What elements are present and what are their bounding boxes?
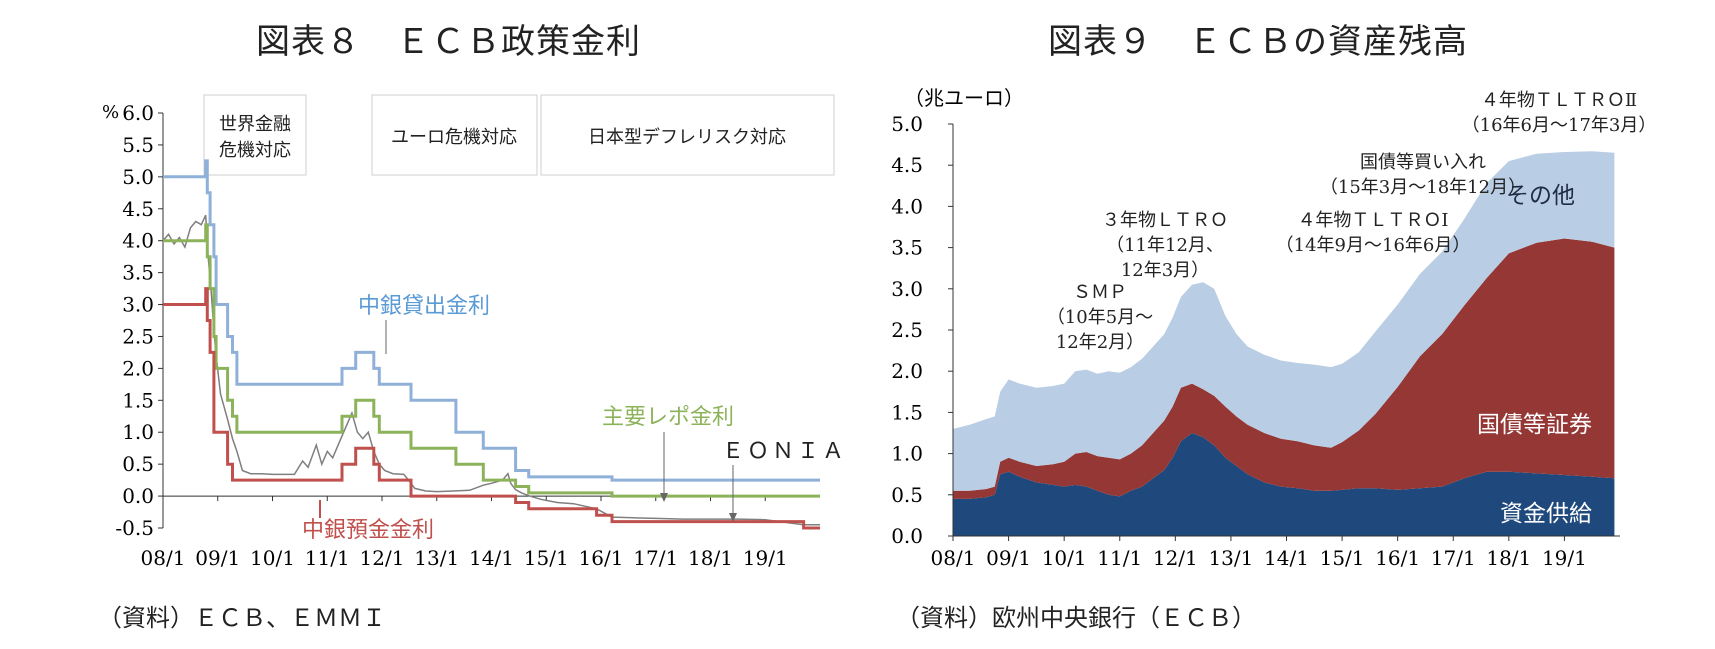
- series-line-lending: [163, 159, 820, 482]
- y-tick-label: 3.0: [891, 277, 923, 301]
- y-tick-label: 4.5: [891, 153, 923, 177]
- x-tick-label: 13/1: [1208, 546, 1253, 570]
- x-tick-label: 09/1: [195, 546, 240, 570]
- annotation-eonia: ＥＯＮＩＡ: [722, 439, 847, 464]
- annotation-ltro-3y: （11年12月、: [1106, 235, 1224, 256]
- x-tick-label: 14/1: [469, 546, 514, 570]
- series-label-other: その他: [1506, 183, 1575, 209]
- annotation-repo-rate: 主要レポ金利: [602, 405, 734, 430]
- phase-label-gfc: 危機対応: [219, 140, 291, 161]
- annotation-smp: ＳＭＰ: [1073, 282, 1127, 303]
- y-tick-label: 0.5: [891, 483, 923, 507]
- area-securities: [953, 238, 1615, 499]
- annotation-tltro-2: ４年物ＴＬＴＲＯⅡ: [1481, 90, 1637, 111]
- x-tick-label: 08/1: [141, 546, 186, 570]
- x-tick-label: 11/1: [1097, 546, 1142, 570]
- y-tick-label: 4.0: [122, 229, 154, 253]
- y-tick-label: 2.5: [122, 324, 154, 348]
- x-tick-label: 10/1: [250, 546, 295, 570]
- phase-label-euro-crisis: ユーロ危機対応: [391, 127, 517, 148]
- y-unit-label: %: [102, 102, 119, 123]
- y-tick-label: 1.0: [891, 442, 923, 466]
- x-tick-label: 15/1: [1320, 546, 1365, 570]
- annotation-deposit-rate: 中銀預金金利: [302, 518, 434, 543]
- annotation-tltro-2: （16年6月～17年3月）: [1462, 115, 1657, 136]
- y-unit-label: （兆ユーロ）: [904, 86, 1024, 110]
- y-tick-label: 2.0: [122, 356, 154, 380]
- y-tick-label: 3.5: [122, 261, 154, 285]
- y-tick-label: 2.5: [891, 318, 923, 342]
- y-tick-label: 2.0: [891, 359, 923, 383]
- series-label-funding-supply: 資金供給: [1500, 501, 1592, 527]
- annotation-tltro-1: ４年物ＴＬＴＲＯⅠ: [1297, 210, 1448, 231]
- x-tick-label: 10/1: [1042, 546, 1087, 570]
- phase-box-deflation-risk: [540, 94, 835, 176]
- x-tick-label: 16/1: [579, 546, 624, 570]
- x-tick-label: 15/1: [524, 546, 569, 570]
- y-tick-label: 1.5: [891, 400, 923, 424]
- x-tick-label: 08/1: [931, 546, 976, 570]
- x-tick-label: 12/1: [1153, 546, 1198, 570]
- annotation-lending-rate: 中銀貸出金利: [358, 294, 490, 319]
- annotation-eonia-arrowhead: [729, 513, 737, 522]
- y-tick-label: 6.0: [122, 101, 154, 125]
- y-tick-label: 5.0: [122, 165, 154, 189]
- y-tick-label: -0.5: [115, 516, 154, 540]
- y-tick-label: 5.0: [891, 112, 923, 136]
- series-line-repo: [163, 223, 820, 498]
- phase-label-gfc: 世界金融: [219, 114, 291, 135]
- series-line-deposit: [163, 287, 820, 530]
- series-label-securities: 国債等証券: [1477, 412, 1592, 438]
- y-tick-label: 0.5: [122, 452, 154, 476]
- annotation-ltro-3y: ３年物ＬＴＲＯ: [1102, 210, 1228, 231]
- x-tick-label: 09/1: [986, 546, 1031, 570]
- x-tick-label: 17/1: [1431, 546, 1476, 570]
- x-tick-label: 19/1: [743, 546, 788, 570]
- x-tick-label: 12/1: [360, 546, 405, 570]
- annotation-smp: 12年2月）: [1056, 332, 1144, 353]
- annotation-smp: （10年5月～: [1047, 307, 1153, 328]
- y-tick-label: 0.0: [122, 484, 154, 508]
- x-tick-label: 11/1: [305, 546, 350, 570]
- right-chart-title: 図表９ ＥＣＢの資産残高: [1048, 22, 1468, 62]
- y-tick-label: 5.5: [122, 133, 154, 157]
- annotation-repo-arrowhead: [660, 493, 668, 502]
- left-chart-title: 図表８ ＥＣＢ政策金利: [256, 22, 641, 62]
- right-source-note: （資料）欧州中央銀行（ＥＣＢ）: [896, 604, 1256, 632]
- x-tick-label: 14/1: [1264, 546, 1309, 570]
- annotation-tltro-1: （14年9月～16年6月）: [1276, 235, 1471, 256]
- phase-box-euro-crisis: [371, 94, 538, 176]
- y-tick-label: 4.5: [122, 197, 154, 221]
- x-tick-label: 18/1: [688, 546, 733, 570]
- phase-box-gfc: [203, 94, 307, 176]
- y-tick-label: 3.5: [891, 236, 923, 260]
- area-other: [953, 151, 1615, 491]
- annotation-ltro-3y: 12年3月）: [1121, 260, 1209, 281]
- phase-label-deflation-risk: 日本型デフレリスク対応: [588, 127, 786, 148]
- y-tick-label: 4.0: [891, 194, 923, 218]
- x-tick-label: 13/1: [414, 546, 459, 570]
- annotation-qe: 国債等買い入れ: [1360, 152, 1486, 173]
- x-tick-label: 17/1: [633, 546, 678, 570]
- y-tick-label: 3.0: [122, 293, 154, 317]
- annotation-qe: （15年3月～18年12月）: [1320, 177, 1526, 198]
- x-tick-label: 19/1: [1542, 546, 1587, 570]
- x-tick-label: 18/1: [1486, 546, 1531, 570]
- y-tick-label: 1.5: [122, 388, 154, 412]
- left-source-note: （資料）ＥＣＢ、ＥＭＭＩ: [98, 604, 386, 632]
- x-tick-label: 16/1: [1375, 546, 1420, 570]
- area-funding-supply: [953, 433, 1615, 536]
- y-tick-label: 0.0: [891, 524, 923, 548]
- y-tick-label: 1.0: [122, 420, 154, 444]
